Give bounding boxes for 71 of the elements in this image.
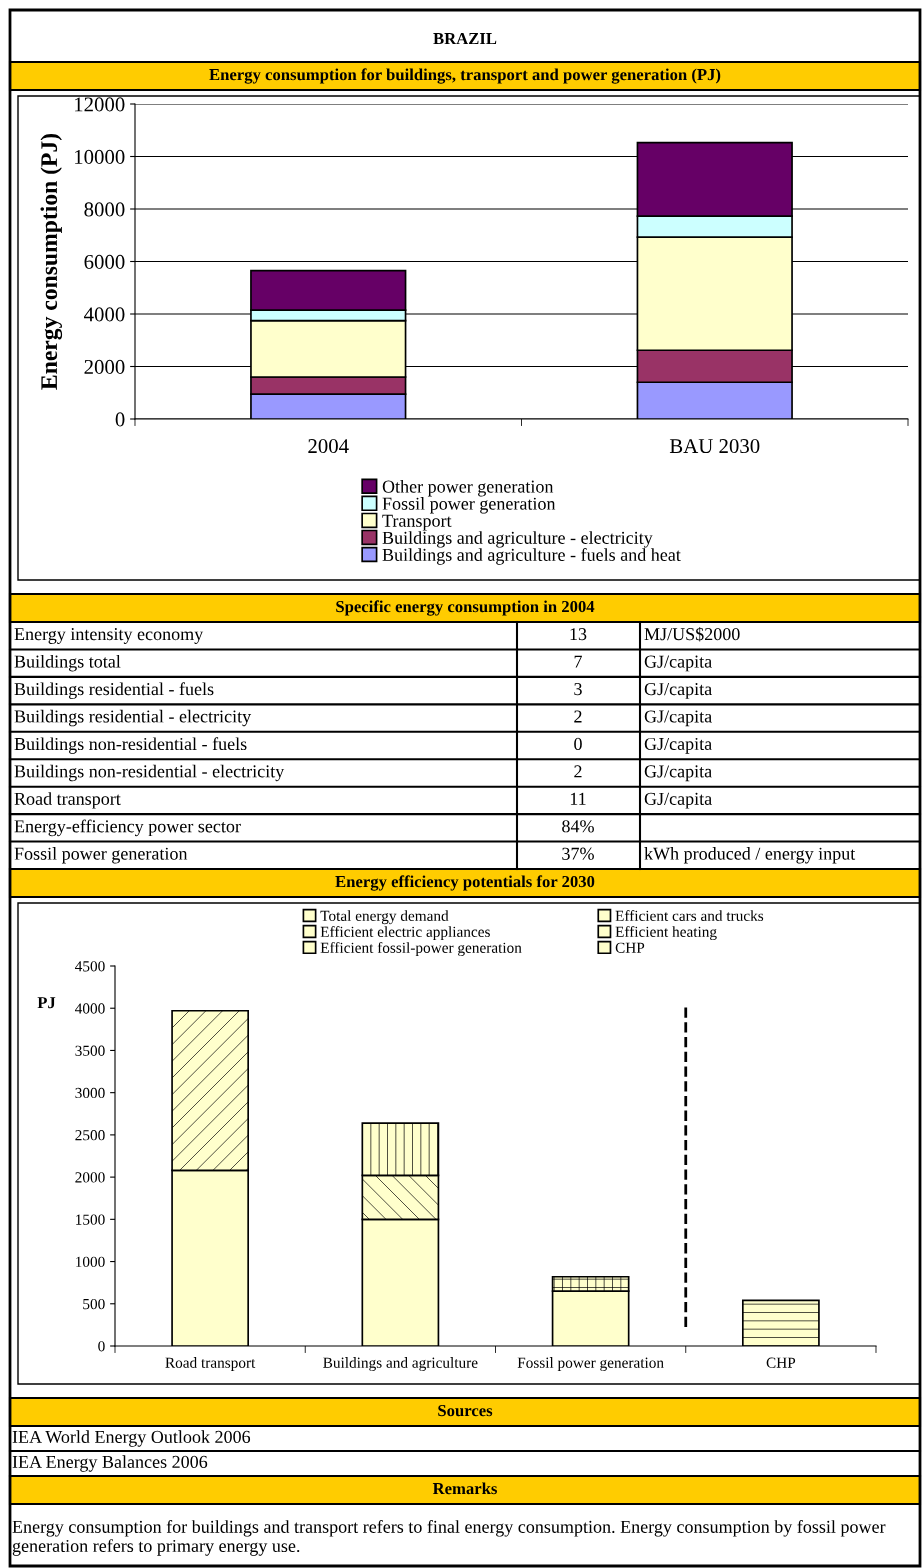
category-label: Buildings non-residential - fuels <box>14 737 247 754</box>
text: Remarks <box>432 1482 497 1495</box>
text: 3 <box>574 683 582 696</box>
category-label: GJ/capita <box>644 765 712 782</box>
category-label: Buildings total <box>14 654 121 672</box>
y-tick-label: 4500 <box>75 961 105 972</box>
y-tick-label: 3500 <box>75 1045 105 1056</box>
y-tick-label: 12000 <box>75 97 125 112</box>
legend-label: Efficient fossil-power generation <box>320 942 522 957</box>
text: 37% <box>562 847 594 860</box>
category-label: Fossil power generation <box>14 847 188 864</box>
text: Energy consumption for buildings and transport refers to final energy consumption. Energy consumption by fossil power generation refers to primary energy use. <box>12 1520 886 1556</box>
y-tick-label: 0 <box>115 412 125 427</box>
x-tick-label: Fossil power generation <box>517 1357 664 1372</box>
x-tick-label: CHP <box>766 1357 796 1368</box>
y-tick-label: 2000 <box>75 1172 105 1183</box>
text: 0 <box>574 737 582 751</box>
category-label: Buildings non-residential - electricity <box>14 764 285 782</box>
legend-label: Other power generation <box>382 480 554 497</box>
category-label: Energy-efficiency power sector <box>14 819 241 837</box>
text: Sources <box>438 1404 493 1417</box>
category-label: Buildings residential - fuels <box>14 682 214 699</box>
legend-label: Efficient electric appliances <box>320 926 490 941</box>
y-tick-label: 8000 <box>84 202 125 217</box>
category-label: Energy intensity economy <box>14 628 204 644</box>
y-axis-title: PJ <box>37 997 56 1009</box>
category-label: GJ/capita <box>644 710 712 727</box>
category-label: GJ/capita <box>644 792 712 809</box>
y-tick-label: 6000 <box>84 254 125 269</box>
legend-label: Buildings and agriculture - fuels and heat <box>382 548 681 565</box>
category-label: Buildings residential - electricity <box>14 709 252 727</box>
y-tick-label: 1500 <box>76 1214 105 1225</box>
chart-title: Energy efficiency potentials for 2030 <box>335 875 595 891</box>
y-tick-label: 500 <box>83 1298 105 1310</box>
legend-label: Efficient heating <box>615 926 717 941</box>
x-tick-label: Road transport <box>165 1357 256 1371</box>
category-label: GJ/capita <box>644 737 712 754</box>
x-tick-label: Buildings and agriculture <box>323 1357 478 1372</box>
y-tick-label: 3000 <box>75 1087 105 1099</box>
y-tick-label: 0 <box>98 1341 105 1352</box>
y-tick-label: 4000 <box>84 307 125 322</box>
text: 7 <box>574 655 582 668</box>
text: Specific energy consumption in 2004 <box>336 600 595 616</box>
legend-label: Efficient cars and trucks <box>615 910 764 921</box>
category-label: Road transport <box>14 792 121 809</box>
legend-label: Fossil power generation <box>382 497 556 514</box>
y-tick-label: 2500 <box>75 1130 105 1141</box>
y-tick-label: 2000 <box>84 359 125 374</box>
y-tick-label: 10000 <box>75 149 125 164</box>
x-tick-label: 2004 <box>308 439 349 454</box>
text: 2 <box>574 765 582 778</box>
text: BRAZIL <box>433 33 497 45</box>
text: IEA Energy Balances 2006 <box>12 1455 208 1472</box>
text: 13 <box>570 628 587 641</box>
legend-label: Transport <box>382 514 452 531</box>
y-tick-label: 4000 <box>75 1003 105 1014</box>
y-axis-title: Energy consumption (PJ) <box>40 133 63 390</box>
text: 11 <box>570 792 586 805</box>
category-label: GJ/capita <box>644 655 712 672</box>
category-label: kWh produced / energy input <box>644 847 856 864</box>
x-tick-label: BAU 2030 <box>669 439 760 454</box>
legend-label: Buildings and agriculture - electricity <box>382 531 653 548</box>
legend-label: CHP <box>615 942 645 953</box>
text: IEA World Energy Outlook 2006 <box>12 1430 251 1447</box>
category-label: GJ/capita <box>644 683 712 699</box>
text: 84% <box>562 820 594 833</box>
chart-title: Energy consumption for buildings, transport and power generation (PJ) <box>209 68 721 84</box>
y-tick-label: 1000 <box>76 1256 105 1268</box>
text: 2 <box>574 710 582 723</box>
category-label: MJ/US$2000 <box>644 626 740 642</box>
legend-label: Total energy demand <box>320 910 449 925</box>
